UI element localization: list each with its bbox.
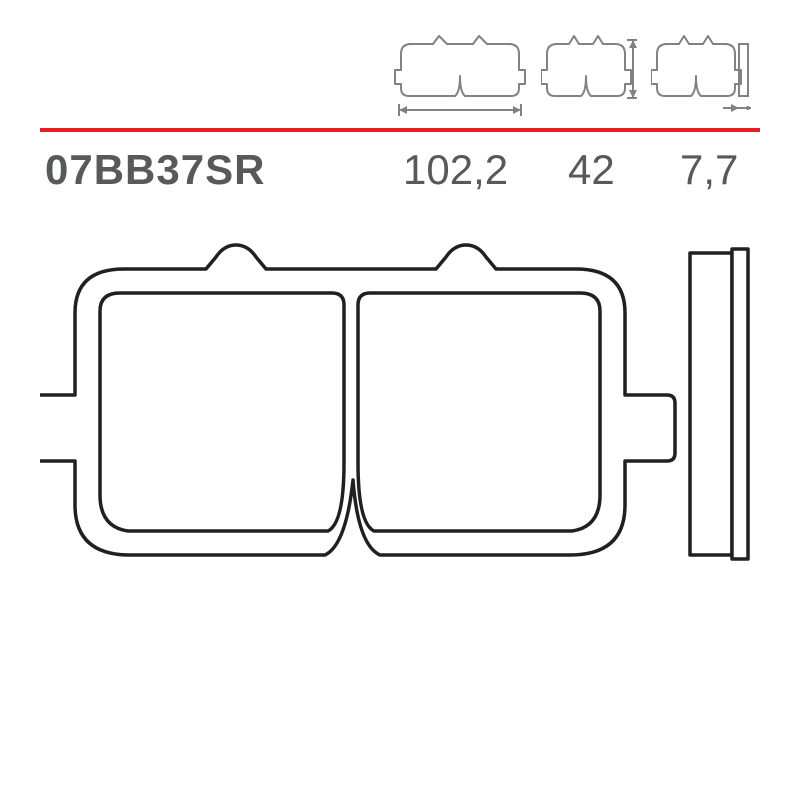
thickness-dimension-icon <box>651 30 751 118</box>
side-view <box>690 249 748 559</box>
part-number: 07BB37SR <box>45 146 265 194</box>
dimension-height-value: 42 <box>568 146 615 194</box>
friction-pad-left <box>100 293 344 531</box>
dimension-width-value: 102,2 <box>403 146 508 194</box>
divider-rule <box>40 128 760 132</box>
width-dimension-icon <box>393 30 527 118</box>
friction-pad-right <box>358 293 600 531</box>
height-dimension-icon <box>541 30 637 118</box>
dimension-icons-row <box>393 30 753 115</box>
brake-pad-drawing <box>40 225 760 755</box>
spec-sheet-canvas: 07BB37SR 102,2 42 7,7 <box>0 0 800 800</box>
dimension-thickness-value: 7,7 <box>680 146 738 194</box>
